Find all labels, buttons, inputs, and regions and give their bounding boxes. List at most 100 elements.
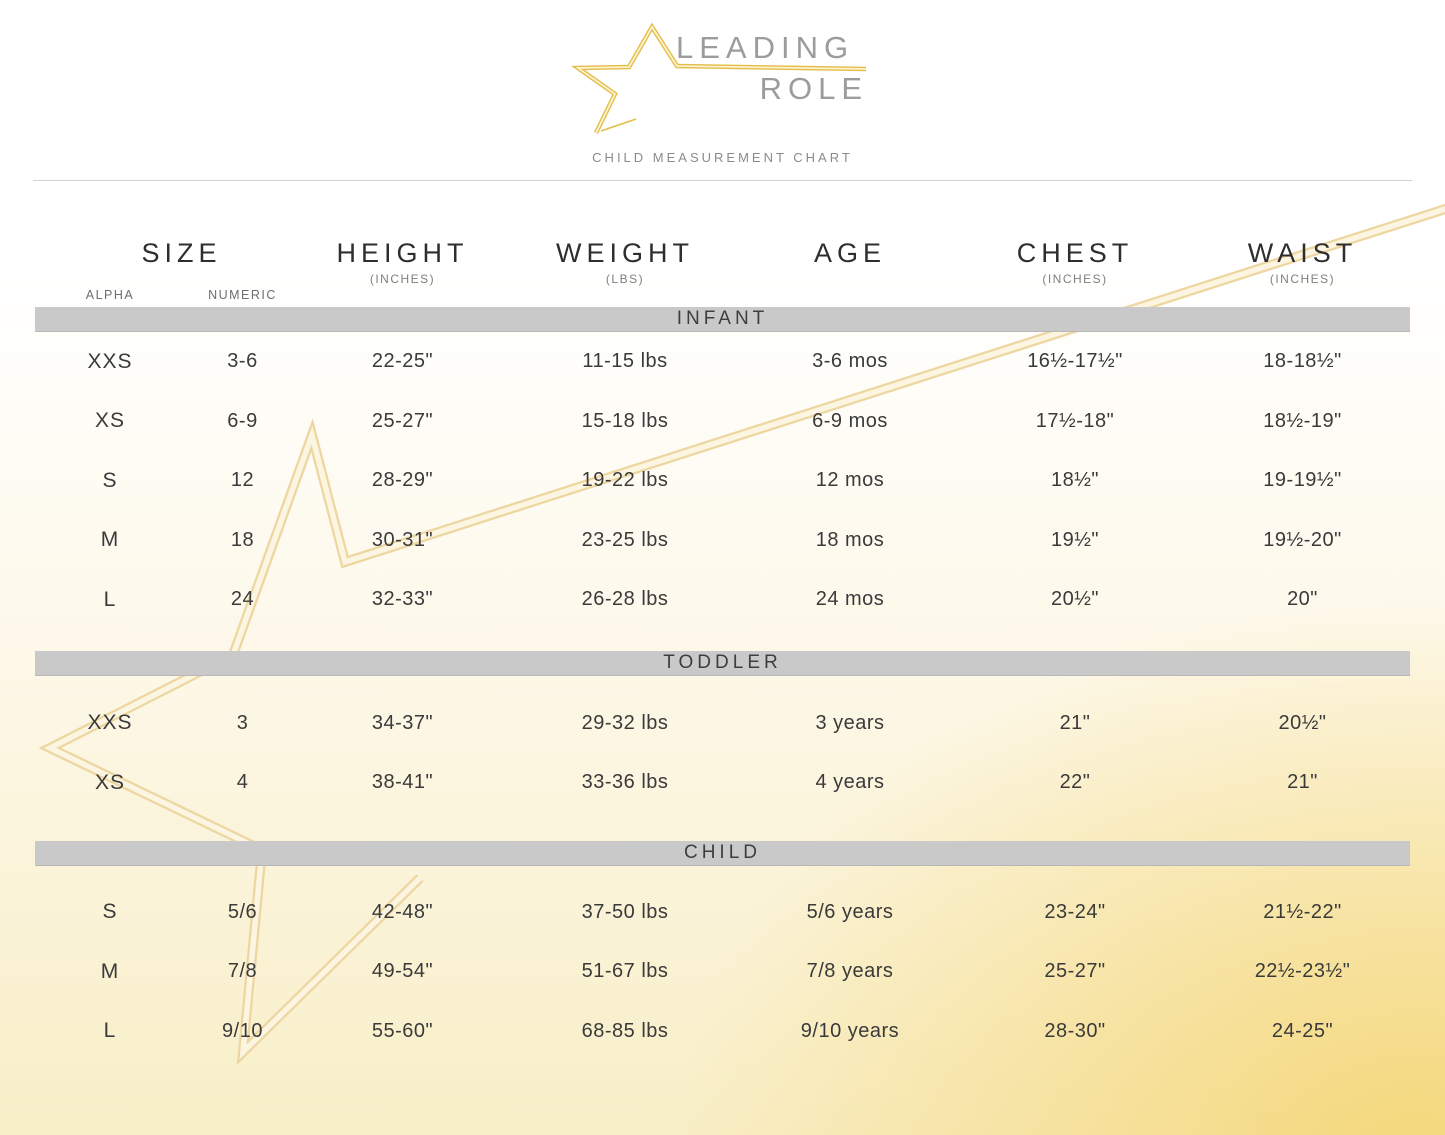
cell-numeric: 3-6 xyxy=(227,350,258,373)
column-header-size: SIZE ALPHA NUMERIC xyxy=(35,228,300,307)
section-band: TODDLER xyxy=(35,650,1410,676)
cell-alpha: L xyxy=(103,587,117,611)
column-header-height: HEIGHT (INCHES) xyxy=(336,238,469,286)
cell-age: 7/8 years xyxy=(806,960,894,983)
section-band: CHILD xyxy=(35,840,1410,866)
cell-height: 49-54" xyxy=(371,960,434,983)
cell-weight: 23-25 lbs xyxy=(581,528,669,551)
cell-chest: 20½" xyxy=(1050,588,1100,611)
cell-age: 3-6 mos xyxy=(812,350,888,373)
cell-chest: 16½-17½" xyxy=(1027,350,1123,373)
cell-weight: 37-50 lbs xyxy=(581,900,669,923)
cell-waist: 18-18½" xyxy=(1263,350,1342,373)
cell-height: 55-60" xyxy=(371,1019,434,1042)
table-row: S 12 28-29" 19-22 lbs 12 mos 18½" 19-19½" xyxy=(35,451,1410,511)
cell-numeric: 7/8 xyxy=(227,960,258,983)
cell-waist: 19½-20" xyxy=(1263,528,1342,551)
table-row: XXS 3 34-37" 29-32 lbs 3 years 21" 20½" xyxy=(35,694,1410,754)
size-column-label: SIZE xyxy=(141,238,222,268)
column-header-weight: WEIGHT (LBS) xyxy=(556,238,694,286)
cell-height: 25-27" xyxy=(371,409,434,432)
cell-age: 9/10 years xyxy=(800,1019,900,1042)
cell-chest: 17½-18" xyxy=(1035,409,1115,432)
table-section-infant: INFANT XXS 3-6 22-25" 11-15 lbs 3-6 mos 16½-17… xyxy=(35,307,1410,630)
cell-age: 18 mos xyxy=(815,528,885,551)
table-row: M 18 30-31" 23-25 lbs 18 mos 19½" 19½-20" xyxy=(35,511,1410,571)
section-rows: XXS 3-6 22-25" 11-15 lbs 3-6 mos 16½-17½" 18-1… xyxy=(35,332,1410,630)
cell-weight: 11-15 lbs xyxy=(582,350,668,373)
brand-name-line2: ROLE xyxy=(759,71,868,106)
cell-height: 28-29" xyxy=(371,469,434,492)
column-subheader-alpha: ALPHA xyxy=(85,288,135,302)
cell-height: 22-25" xyxy=(371,350,434,373)
cell-height: 32-33" xyxy=(371,588,434,611)
cell-age: 24 mos xyxy=(815,588,885,611)
cell-height: 34-37" xyxy=(371,711,434,734)
cell-alpha: S xyxy=(102,900,118,924)
table-row: M 7/8 49-54" 51-67 lbs 7/8 years 25-27" 22½-23… xyxy=(35,942,1410,1002)
cell-alpha: S xyxy=(102,468,118,492)
cell-chest: 23-24" xyxy=(1044,900,1106,923)
table-header-row: SIZE ALPHA NUMERIC HEIGHT (INCHES) WEIGH… xyxy=(35,228,1410,307)
cell-waist: 20" xyxy=(1287,588,1318,611)
table-section-child: CHILD S 5/6 42-48" 37-50 lbs 5/6 years 23-24" 2… xyxy=(35,840,1410,1062)
cell-age: 6-9 mos xyxy=(812,409,888,432)
cell-alpha: M xyxy=(100,959,120,983)
cell-weight: 29-32 lbs xyxy=(581,711,669,734)
table-row: XXS 3-6 22-25" 11-15 lbs 3-6 mos 16½-17½" 18-1… xyxy=(35,332,1410,392)
cell-waist: 21½-22" xyxy=(1263,900,1342,923)
cell-waist: 20½" xyxy=(1278,711,1327,734)
cell-numeric: 9/10 xyxy=(222,1019,263,1042)
cell-age: 4 years xyxy=(815,771,885,794)
header-divider xyxy=(33,180,1412,181)
cell-alpha: M xyxy=(100,528,120,552)
cell-age: 3 years xyxy=(815,711,885,734)
cell-waist: 22½-23½" xyxy=(1254,960,1351,983)
column-header-chest: CHEST (INCHES) xyxy=(1016,238,1134,286)
cell-numeric: 6-9 xyxy=(227,409,258,432)
cell-chest: 19½" xyxy=(1050,528,1100,551)
cell-weight: 15-18 lbs xyxy=(581,409,669,432)
cell-chest: 28-30" xyxy=(1044,1019,1106,1042)
cell-waist: 21" xyxy=(1287,771,1318,794)
cell-alpha: XS xyxy=(94,409,125,433)
cell-weight: 51-67 lbs xyxy=(581,960,669,983)
column-header-waist: WAIST (INCHES) xyxy=(1247,238,1358,286)
cell-numeric: 18 xyxy=(230,528,255,551)
section-rows: XXS 3 34-37" 29-32 lbs 3 years 21" 20½" XS 4 38-4… xyxy=(35,694,1410,813)
column-subheader-numeric: NUMERIC xyxy=(208,288,277,302)
column-header-age: AGE xyxy=(813,238,887,268)
cell-alpha: L xyxy=(103,1019,117,1043)
table-sections: INFANT XXS 3-6 22-25" 11-15 lbs 3-6 mos 16½-17… xyxy=(35,307,1410,1061)
cell-weight: 33-36 lbs xyxy=(581,771,669,794)
cell-alpha: XXS xyxy=(87,349,133,373)
cell-weight: 26-28 lbs xyxy=(581,588,669,611)
cell-age: 12 mos xyxy=(815,469,885,492)
cell-waist: 18½-19" xyxy=(1263,409,1342,432)
cell-chest: 18½" xyxy=(1050,469,1100,492)
cell-numeric: 5/6 xyxy=(227,900,258,923)
cell-weight: 68-85 lbs xyxy=(581,1019,669,1042)
cell-alpha: XS xyxy=(94,770,125,794)
section-rows: S 5/6 42-48" 37-50 lbs 5/6 years 23-24" 21½-22… xyxy=(35,883,1410,1062)
table-row: XS 4 38-41" 33-36 lbs 4 years 22" 21" xyxy=(35,753,1410,813)
cell-numeric: 3 xyxy=(236,711,249,734)
cell-chest: 21" xyxy=(1059,711,1091,734)
cell-alpha: XXS xyxy=(87,711,133,735)
cell-weight: 19-22 lbs xyxy=(581,469,669,492)
size-subheaders: ALPHA NUMERIC xyxy=(35,288,300,307)
table-row: L 24 32-33" 26-28 lbs 24 mos 20½" 20" xyxy=(35,570,1410,630)
cell-chest: 22" xyxy=(1059,771,1091,794)
cell-chest: 25-27" xyxy=(1044,960,1106,983)
section-band: INFANT xyxy=(35,307,1410,332)
cell-height: 30-31" xyxy=(371,528,434,551)
cell-numeric: 12 xyxy=(230,469,255,492)
measurement-table: SIZE ALPHA NUMERIC HEIGHT (INCHES) WEIGH… xyxy=(35,228,1410,1061)
chart-subtitle: CHILD MEASUREMENT CHART xyxy=(592,150,853,165)
cell-height: 42-48" xyxy=(371,900,434,923)
table-row: S 5/6 42-48" 37-50 lbs 5/6 years 23-24" 21½-22… xyxy=(35,883,1410,943)
brand-name-line1: LEADING xyxy=(676,30,855,65)
cell-waist: 24-25" xyxy=(1271,1019,1334,1042)
cell-numeric: 4 xyxy=(236,771,249,794)
